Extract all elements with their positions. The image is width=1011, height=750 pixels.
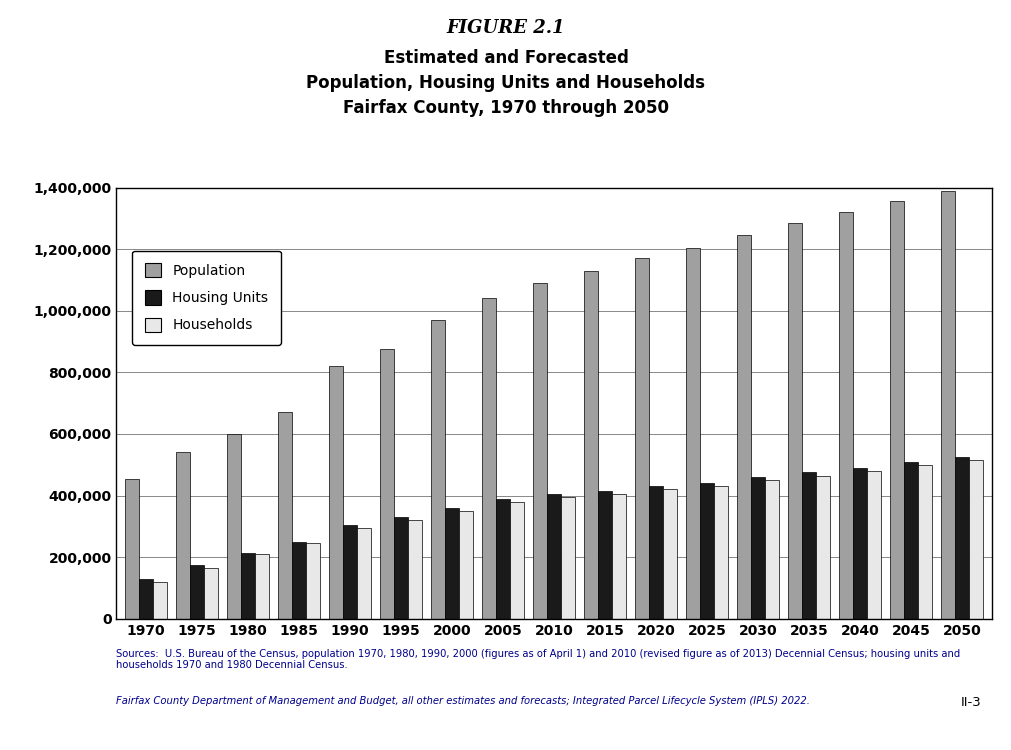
Bar	[750, 477, 764, 619]
Bar	[393, 517, 407, 619]
Bar	[598, 491, 612, 619]
Bar	[125, 478, 139, 619]
Legend: Population, Housing Units, Households: Population, Housing Units, Households	[132, 251, 281, 345]
Bar	[445, 508, 458, 619]
Bar	[904, 462, 917, 619]
Bar	[278, 413, 291, 619]
Bar	[583, 271, 598, 619]
Bar	[255, 554, 269, 619]
Bar	[343, 525, 357, 619]
Bar	[139, 579, 153, 619]
Bar	[838, 212, 852, 619]
Bar	[788, 223, 801, 619]
Bar	[190, 565, 203, 619]
Bar	[635, 258, 648, 619]
Bar	[459, 511, 472, 619]
Bar	[292, 542, 305, 619]
Bar	[940, 190, 954, 619]
Bar	[510, 502, 524, 619]
Bar	[241, 553, 255, 619]
Bar	[533, 283, 546, 619]
Bar	[969, 460, 982, 619]
Bar	[329, 366, 343, 619]
Bar	[852, 468, 866, 619]
Bar	[612, 494, 626, 619]
Text: FIGURE 2.1: FIGURE 2.1	[446, 19, 565, 37]
Bar	[649, 486, 662, 619]
Bar	[431, 320, 445, 619]
Bar	[700, 483, 714, 619]
Bar	[226, 434, 241, 619]
Text: II-3: II-3	[959, 696, 981, 709]
Bar	[685, 248, 700, 619]
Bar	[306, 543, 319, 619]
Bar	[816, 476, 829, 619]
Bar	[153, 582, 167, 619]
Bar	[917, 465, 931, 619]
Bar	[407, 520, 422, 619]
Bar	[802, 472, 815, 619]
Bar	[890, 201, 903, 619]
Bar	[481, 298, 495, 619]
Bar	[736, 236, 750, 619]
Bar	[495, 499, 510, 619]
Bar	[176, 452, 190, 619]
Bar	[866, 471, 881, 619]
Bar	[204, 568, 217, 619]
Bar	[764, 480, 778, 619]
Bar	[357, 528, 371, 619]
Bar	[380, 350, 393, 619]
Bar	[561, 497, 574, 619]
Bar	[954, 457, 969, 619]
Text: Estimated and Forecasted
Population, Housing Units and Households
Fairfax County: Estimated and Forecasted Population, Hou…	[306, 49, 705, 117]
Text: Fairfax County Department of Management and Budget, all other estimates and fore: Fairfax County Department of Management …	[116, 696, 810, 706]
Text: Sources:  U.S. Bureau of the Census, population 1970, 1980, 1990, 2000 (figures : Sources: U.S. Bureau of the Census, popu…	[116, 649, 959, 670]
Bar	[714, 486, 727, 619]
Bar	[662, 490, 676, 619]
Bar	[547, 494, 560, 619]
